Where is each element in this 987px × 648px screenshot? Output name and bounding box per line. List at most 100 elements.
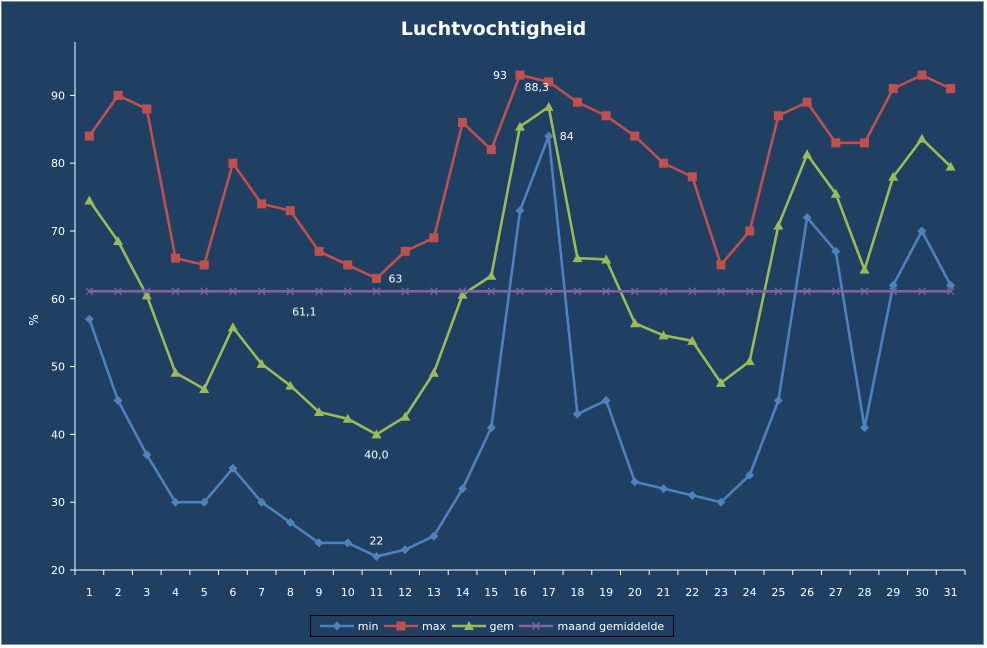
data-point-gem [945, 161, 956, 171]
data-point-max [630, 131, 640, 141]
data-point-gem [715, 377, 726, 387]
data-point-min [228, 463, 238, 473]
y-tick-label: 20 [51, 564, 65, 577]
y-tick-label: 50 [51, 361, 65, 374]
data-point-maand-gemiddelde [286, 287, 295, 296]
data-point-min [84, 314, 94, 324]
x-tick-label: 26 [800, 586, 814, 599]
data-point-min [716, 497, 726, 507]
data-point-gem [658, 330, 669, 340]
data-point-maand-gemiddelde [860, 287, 869, 296]
y-tick-label: 80 [51, 157, 65, 170]
data-point-max [860, 138, 870, 148]
data-point-min [458, 484, 468, 494]
data-point-gem [859, 264, 870, 274]
data-point-max [515, 70, 525, 80]
legend-swatch [451, 621, 486, 630]
data-point-max [716, 260, 726, 270]
legend-swatch [519, 622, 554, 630]
data-point-gem [830, 188, 841, 198]
data-label: 84 [560, 130, 574, 143]
x-tick-label: 8 [287, 586, 294, 599]
legend-item-min: min [319, 619, 379, 633]
data-point-max [199, 260, 209, 270]
data-point-maand-gemiddelde [917, 287, 926, 296]
x-tick-label: 22 [685, 586, 699, 599]
x-tick-label: 19 [599, 586, 613, 599]
data-point-gem [314, 407, 325, 417]
data-point-min [773, 396, 783, 405]
data-point-maand-gemiddelde [142, 287, 151, 296]
data-point-maand-gemiddelde [831, 287, 840, 296]
data-point-maand-gemiddelde [946, 287, 955, 296]
data-point-maand-gemiddelde [602, 287, 611, 296]
legend-label: gem [489, 619, 514, 633]
data-point-max [917, 70, 927, 80]
data-point-maand-gemiddelde [343, 287, 352, 296]
data-point-gem [342, 413, 353, 423]
legend-marker [532, 622, 541, 630]
x-tick-label: 1 [86, 586, 93, 599]
x-tick-label: 29 [886, 586, 900, 599]
x-tick-label: 2 [115, 586, 122, 599]
data-point-max [458, 118, 468, 128]
data-point-max [802, 97, 812, 107]
data-point-maand-gemiddelde [516, 287, 524, 296]
data-label: 93 [493, 69, 507, 82]
legend-label: max [422, 619, 446, 633]
data-point-min [831, 246, 841, 256]
data-point-max [84, 131, 94, 141]
data-point-max [572, 97, 582, 107]
legend-item-gem: gem [451, 619, 514, 633]
data-point-gem [227, 322, 238, 332]
data-point-maand-gemiddelde [688, 287, 697, 296]
x-tick-label: 9 [316, 586, 323, 599]
x-tick-label: 5 [201, 586, 208, 599]
x-tick-label: 12 [398, 586, 412, 599]
data-point-gem [199, 383, 210, 393]
data-point-min [659, 484, 669, 494]
data-point-maand-gemiddelde [889, 287, 898, 296]
data-point-min [802, 212, 812, 222]
data-label: 63 [388, 272, 402, 285]
data-point-maand-gemiddelde [630, 287, 639, 296]
x-tick-label: 6 [229, 586, 236, 599]
x-tick-label: 16 [513, 586, 527, 599]
x-tick-label: 27 [829, 586, 843, 599]
series-line-min [88, 134, 952, 558]
data-point-max [601, 111, 611, 121]
data-point-maand-gemiddelde [659, 287, 668, 296]
data-point-gem [687, 335, 698, 345]
data-label: 61,1 [292, 305, 317, 318]
data-point-maand-gemiddelde [401, 287, 410, 296]
y-tick-label: 60 [51, 293, 65, 306]
x-tick-label: 15 [484, 586, 498, 599]
data-point-max [257, 199, 267, 209]
x-tick-label: 30 [915, 586, 929, 599]
data-point-max [113, 90, 123, 100]
data-point-gem [572, 253, 583, 263]
x-tick-label: 21 [657, 586, 671, 599]
data-point-min [486, 423, 496, 433]
data-point-max [400, 246, 410, 256]
y-tick-label: 70 [51, 225, 65, 238]
data-point-max [745, 226, 755, 236]
data-point-maand-gemiddelde [458, 287, 467, 296]
data-point-gem [371, 429, 382, 439]
data-point-max [228, 158, 238, 168]
data-point-maand-gemiddelde [717, 287, 725, 296]
data-point-maand-gemiddelde [544, 287, 553, 296]
data-point-gem [773, 220, 784, 230]
x-tick-label: 3 [143, 586, 150, 599]
legend-marker [396, 621, 406, 631]
legend-swatch [384, 621, 419, 631]
series-line-max [88, 73, 952, 280]
data-point-gem [916, 133, 927, 143]
data-point-min [888, 280, 898, 290]
data-point-min [544, 131, 554, 141]
data-point-gem [256, 358, 267, 368]
data-point-gem [428, 367, 439, 377]
legend-label: min [357, 619, 379, 633]
